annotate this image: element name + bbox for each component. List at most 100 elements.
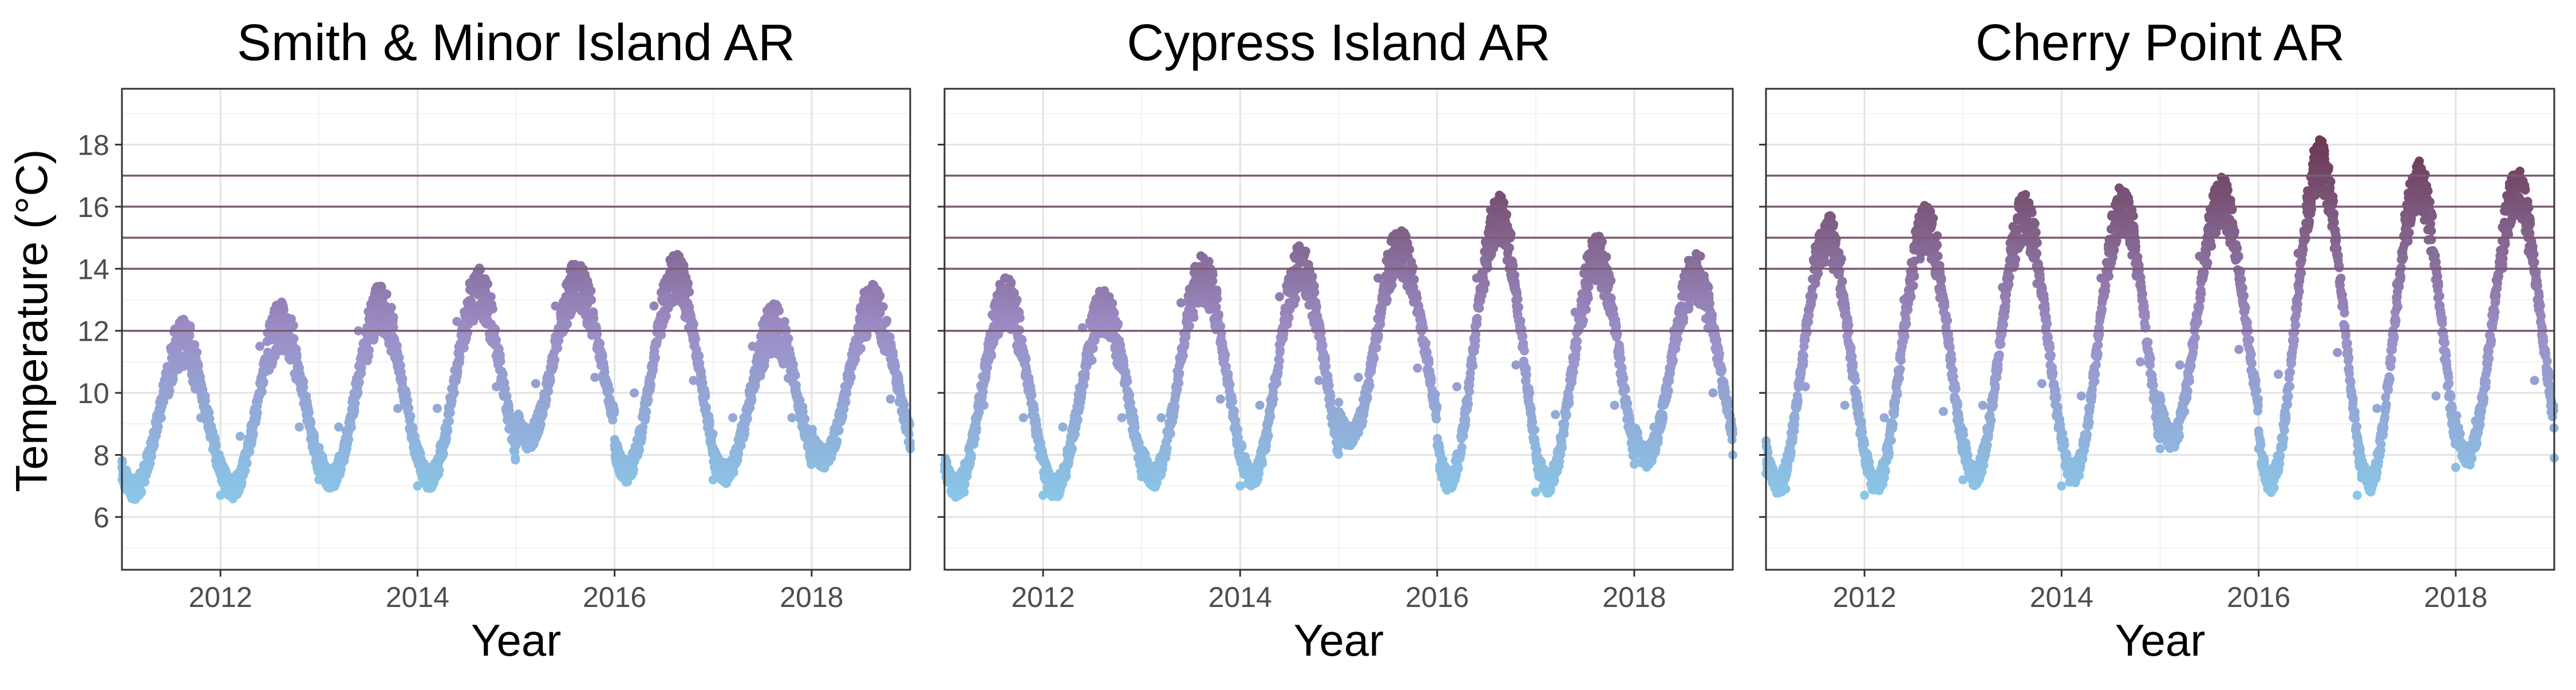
data-point [542, 395, 551, 404]
data-point [365, 346, 374, 355]
y-tick-label: 12 [77, 316, 109, 348]
data-point [398, 374, 407, 383]
data-point [841, 397, 851, 407]
data-point [1291, 294, 1300, 303]
data-point [404, 404, 413, 413]
data-point [185, 325, 195, 334]
data-point [1123, 377, 1132, 386]
data-point [1125, 391, 1134, 400]
data-point [1016, 313, 1025, 322]
data-point [662, 312, 671, 321]
data-point [165, 386, 174, 395]
data-point [1468, 361, 1477, 370]
data-point [1365, 381, 1374, 390]
data-point [1410, 275, 1419, 284]
x-axis-title: Year [471, 615, 562, 665]
data-point [787, 413, 796, 422]
data-point [629, 465, 638, 474]
data-point [1174, 378, 1183, 388]
data-point [876, 291, 885, 301]
data-point [1163, 444, 1172, 453]
data-point [847, 357, 856, 366]
data-point [394, 353, 404, 362]
data-point [550, 355, 559, 364]
data-point [387, 303, 396, 312]
data-point [685, 287, 694, 297]
data-point [1427, 374, 1436, 384]
data-point [169, 374, 178, 384]
data-point [293, 350, 302, 359]
data-point [1322, 362, 1331, 371]
data-point [314, 475, 323, 484]
data-point [483, 279, 492, 289]
data-point [1089, 344, 1098, 353]
x-tick-label: 2016 [583, 581, 646, 613]
data-point [1312, 302, 1321, 312]
data-point [344, 435, 353, 444]
data-point [961, 480, 970, 489]
data-point [1334, 450, 1343, 459]
data-point [413, 482, 422, 491]
data-point [1464, 399, 1473, 408]
data-point [512, 441, 521, 450]
data-point [1214, 310, 1223, 319]
data-point [635, 445, 644, 455]
data-point [1182, 333, 1191, 342]
data-point [216, 491, 225, 500]
data-point [551, 301, 560, 310]
data-point [531, 379, 540, 388]
data-point [382, 290, 392, 299]
data-point [784, 334, 793, 343]
data-point [691, 334, 700, 344]
data-point [153, 422, 163, 431]
data-point [1228, 397, 1237, 406]
data-point [546, 376, 555, 385]
data-point [192, 348, 202, 357]
data-point [1275, 356, 1284, 365]
data-point [708, 429, 717, 439]
x-tick-label: 2012 [189, 581, 252, 613]
data-point [1273, 378, 1282, 388]
data-point [492, 382, 501, 391]
data-point [450, 388, 459, 397]
data-point [642, 407, 651, 416]
data-point [1212, 294, 1222, 303]
data-point [1264, 431, 1273, 440]
data-point [705, 420, 714, 429]
data-point [1363, 394, 1372, 403]
data-point [243, 459, 252, 468]
data-point [1021, 354, 1030, 364]
data-point [453, 367, 463, 376]
data-point [1421, 338, 1431, 348]
data-point [439, 449, 448, 458]
data-point [866, 295, 875, 305]
data-point [406, 412, 415, 421]
data-point [649, 301, 658, 310]
data-point [1382, 295, 1392, 304]
data-point [1473, 314, 1482, 323]
data-point [147, 452, 156, 461]
data-point [434, 466, 444, 475]
data-point [488, 304, 497, 313]
data-point [886, 395, 895, 404]
data-point [1110, 309, 1119, 318]
y-tick-label: 10 [77, 377, 109, 409]
data-point [1073, 415, 1082, 424]
data-point [1208, 270, 1218, 279]
data-point [443, 427, 452, 436]
data-point [734, 450, 743, 459]
data-point [747, 395, 756, 404]
data-point [275, 314, 284, 323]
data-point [452, 317, 461, 326]
data-point [289, 334, 298, 343]
data-point [1461, 415, 1470, 424]
data-point [1405, 245, 1414, 254]
data-point [792, 381, 801, 390]
data-point [768, 317, 777, 326]
data-point [904, 429, 914, 439]
data-point [289, 321, 298, 330]
data-point [1432, 415, 1441, 424]
data-point [511, 454, 520, 463]
data-point [491, 325, 500, 334]
